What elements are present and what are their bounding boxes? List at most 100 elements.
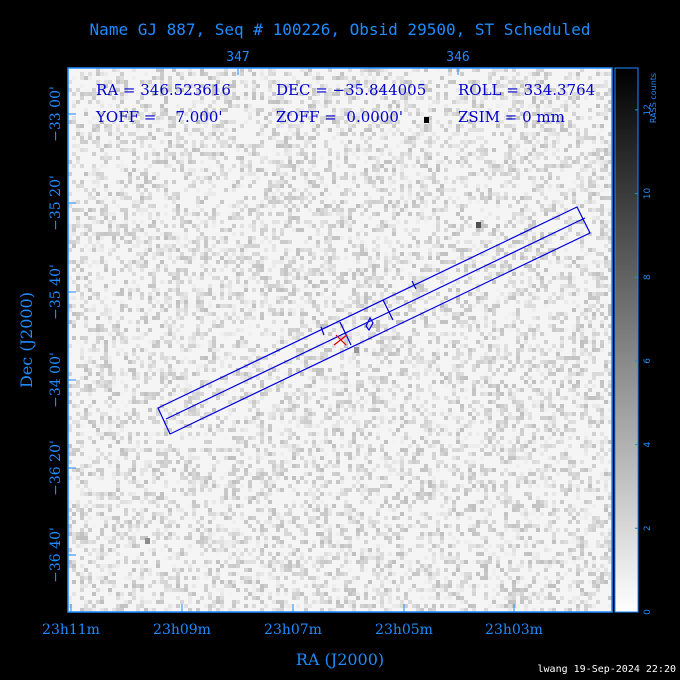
count-pixel — [488, 368, 492, 372]
count-pixel — [476, 380, 480, 384]
count-pixel — [492, 264, 496, 268]
count-pixel — [184, 376, 188, 380]
count-pixel — [224, 356, 228, 360]
count-pixel — [80, 140, 84, 144]
count-pixel — [460, 324, 464, 328]
count-pixel — [312, 356, 316, 360]
count-pixel — [512, 80, 516, 84]
count-pixel — [536, 364, 540, 368]
count-pixel — [372, 380, 376, 384]
count-pixel — [248, 372, 252, 376]
count-pixel — [368, 380, 372, 384]
count-pixel — [592, 360, 596, 364]
count-pixel — [464, 108, 468, 112]
count-pixel — [548, 172, 552, 176]
count-pixel — [112, 120, 116, 124]
count-pixel — [312, 288, 316, 292]
count-pixel — [372, 88, 376, 92]
count-pixel — [356, 384, 360, 388]
count-pixel — [200, 140, 204, 144]
count-pixel — [300, 168, 304, 172]
count-pixel — [568, 304, 572, 308]
count-pixel — [532, 300, 536, 304]
count-pixel — [104, 260, 108, 264]
count-pixel — [484, 140, 488, 144]
count-pixel — [88, 100, 92, 104]
count-pixel — [104, 360, 108, 364]
count-pixel — [448, 108, 452, 112]
count-pixel — [548, 272, 552, 276]
count-pixel — [440, 124, 444, 128]
count-pixel — [464, 336, 468, 340]
count-pixel — [384, 68, 388, 72]
count-pixel — [480, 136, 484, 140]
count-pixel — [176, 288, 180, 292]
count-pixel — [588, 388, 592, 392]
count-pixel — [192, 104, 196, 108]
count-pixel — [184, 240, 188, 244]
count-pixel — [240, 396, 244, 400]
count-pixel — [188, 160, 192, 164]
count-pixel — [108, 228, 112, 232]
count-pixel — [516, 340, 520, 344]
count-pixel — [536, 156, 540, 160]
count-pixel — [528, 264, 532, 268]
count-pixel — [144, 320, 148, 324]
count-pixel — [480, 240, 484, 244]
count-pixel — [344, 120, 348, 124]
count-pixel — [276, 368, 280, 372]
count-pixel — [228, 216, 232, 220]
count-pixel — [216, 216, 220, 220]
count-pixel — [228, 212, 232, 216]
count-pixel — [208, 264, 212, 268]
count-pixel — [488, 344, 492, 348]
count-pixel — [384, 252, 388, 256]
count-pixel — [372, 384, 376, 388]
count-pixel — [552, 372, 556, 376]
count-pixel — [108, 312, 112, 316]
count-pixel — [120, 332, 124, 336]
count-pixel — [100, 148, 104, 152]
count-pixel — [396, 212, 400, 216]
count-pixel — [248, 396, 252, 400]
count-pixel — [152, 92, 156, 96]
count-pixel — [476, 200, 480, 204]
count-pixel — [224, 312, 228, 316]
count-pixel — [112, 96, 116, 100]
count-pixel — [68, 224, 72, 228]
count-pixel — [72, 260, 76, 264]
count-pixel — [536, 104, 540, 108]
count-pixel — [372, 272, 376, 276]
count-pixel — [400, 92, 404, 96]
count-pixel — [68, 228, 72, 232]
count-pixel — [488, 140, 492, 144]
count-pixel — [328, 244, 332, 248]
count-pixel — [248, 312, 252, 316]
count-pixel — [360, 220, 364, 224]
count-pixel — [128, 240, 132, 244]
count-pixel — [404, 360, 408, 364]
count-pixel — [580, 372, 584, 376]
count-pixel — [196, 128, 200, 132]
count-pixel — [232, 92, 236, 96]
count-pixel — [500, 104, 504, 108]
count-pixel — [584, 264, 588, 268]
count-pixel — [496, 348, 500, 352]
count-pixel — [168, 84, 172, 88]
count-pixel — [280, 200, 284, 204]
count-pixel — [396, 108, 400, 112]
count-pixel — [592, 216, 596, 220]
count-pixel — [112, 156, 116, 160]
count-pixel — [436, 336, 440, 340]
count-pixel — [164, 232, 168, 236]
count-pixel — [300, 228, 304, 232]
count-pixel — [596, 288, 600, 292]
count-pixel — [596, 392, 600, 396]
count-pixel — [412, 300, 416, 304]
count-pixel — [180, 268, 184, 272]
count-pixel — [156, 248, 160, 252]
count-pixel — [176, 88, 180, 92]
count-pixel — [524, 380, 528, 384]
count-pixel — [172, 116, 176, 120]
count-pixel — [588, 84, 592, 88]
